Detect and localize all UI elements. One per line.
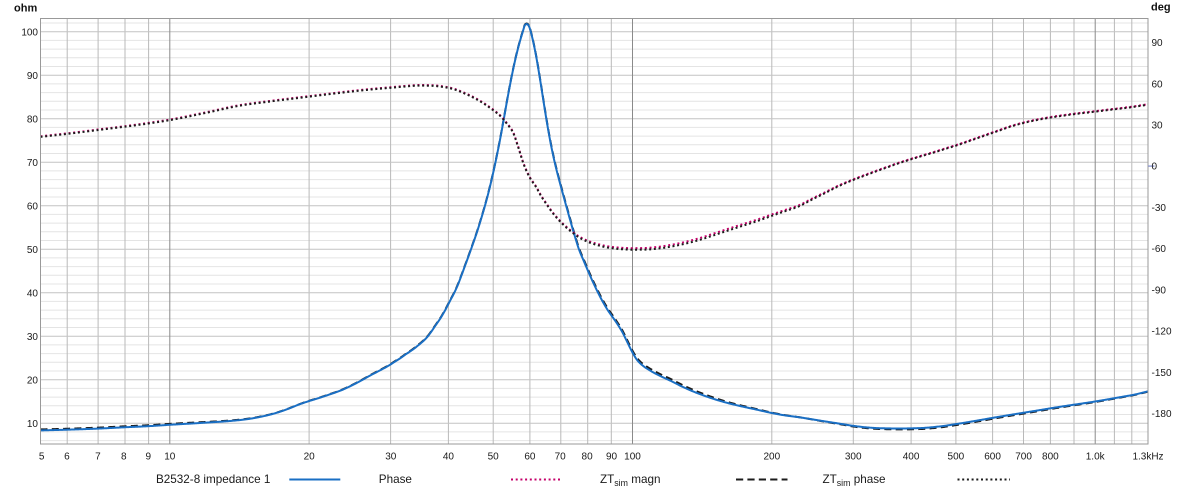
svg-text:-180: -180 (1152, 409, 1172, 420)
svg-text:30: 30 (1152, 121, 1164, 132)
svg-text:800: 800 (1042, 452, 1059, 463)
svg-text:300: 300 (845, 452, 862, 463)
svg-text:-120: -120 (1152, 327, 1172, 338)
svg-text:-60: -60 (1152, 244, 1167, 255)
svg-text:20: 20 (27, 375, 39, 386)
svg-text:30: 30 (27, 332, 39, 343)
svg-text:60: 60 (524, 452, 536, 463)
svg-text:10: 10 (27, 419, 39, 430)
svg-text:60: 60 (27, 201, 39, 212)
svg-text:200: 200 (763, 452, 780, 463)
svg-text:700: 700 (1015, 452, 1032, 463)
svg-text:Phase: Phase (379, 473, 412, 486)
svg-text:8: 8 (121, 452, 127, 463)
svg-text:80: 80 (582, 452, 594, 463)
svg-text:50: 50 (488, 452, 500, 463)
svg-text:0: 0 (1152, 162, 1158, 173)
svg-text:1.3kHz: 1.3kHz (1132, 452, 1163, 463)
svg-text:6: 6 (64, 452, 70, 463)
svg-text:-150: -150 (1152, 368, 1172, 379)
svg-text:ZTsim phase: ZTsim phase (823, 473, 886, 488)
svg-text:-90: -90 (1152, 285, 1167, 296)
svg-text:500: 500 (948, 452, 965, 463)
svg-text:9: 9 (146, 452, 152, 463)
svg-text:50: 50 (27, 245, 39, 256)
svg-text:60: 60 (1152, 79, 1164, 90)
svg-text:400: 400 (903, 452, 920, 463)
svg-text:ZTsim magn: ZTsim magn (600, 473, 660, 488)
svg-text:-30: -30 (1152, 203, 1167, 214)
svg-text:70: 70 (555, 452, 567, 463)
svg-text:10: 10 (164, 452, 176, 463)
svg-text:600: 600 (984, 452, 1001, 463)
svg-text:40: 40 (27, 288, 39, 299)
svg-text:70: 70 (27, 158, 39, 169)
svg-text:100: 100 (21, 27, 38, 38)
svg-text:90: 90 (606, 452, 618, 463)
svg-text:B2532-8 impedance 1: B2532-8 impedance 1 (156, 473, 270, 486)
svg-text:deg: deg (1151, 2, 1171, 14)
svg-text:ohm: ohm (14, 3, 37, 15)
svg-text:30: 30 (385, 452, 397, 463)
svg-text:1.0k: 1.0k (1086, 452, 1106, 463)
svg-text:7: 7 (95, 452, 101, 463)
svg-text:90: 90 (1152, 38, 1164, 49)
svg-text:100: 100 (624, 452, 641, 463)
svg-text:5: 5 (39, 452, 45, 463)
svg-text:90: 90 (27, 71, 39, 82)
svg-text:80: 80 (27, 114, 39, 125)
svg-text:40: 40 (443, 452, 455, 463)
svg-text:20: 20 (304, 452, 316, 463)
